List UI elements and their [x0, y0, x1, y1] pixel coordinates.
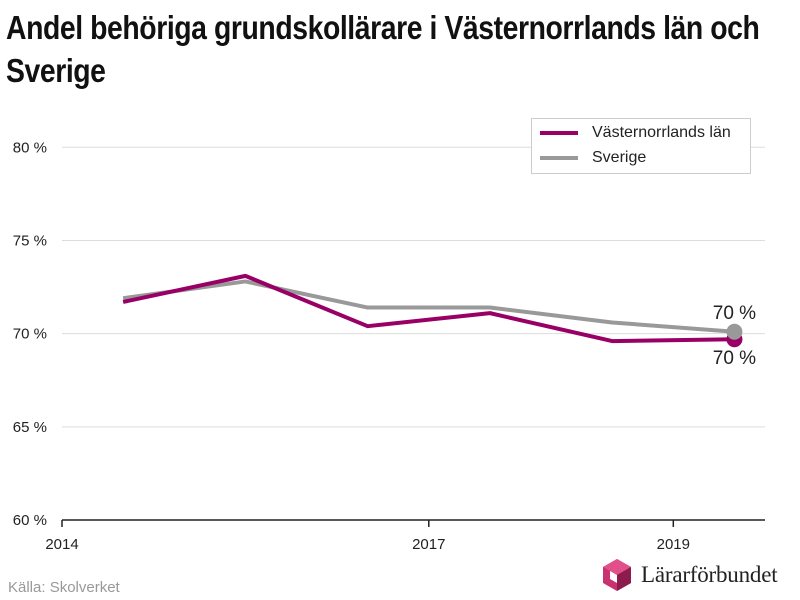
- y-tick-label: 80 %: [13, 139, 47, 156]
- chart-title: Andel behöriga grundskollärare i Västern…: [6, 9, 760, 89]
- legend-swatch: [540, 131, 578, 135]
- end-point-marker: [726, 323, 743, 340]
- source-note: Källa: Skolverket: [8, 579, 120, 596]
- end-label: 70 %: [713, 348, 756, 369]
- logo-text: Lärarförbundet: [641, 562, 778, 587]
- legend-label: Västernorrlands län: [592, 124, 731, 141]
- end-label: 70 %: [713, 303, 756, 324]
- series-line: [122, 273, 735, 344]
- series-line: [122, 279, 735, 334]
- y-tick-label: 70 %: [13, 326, 47, 343]
- end-labels: 70 % 70 %: [713, 303, 756, 369]
- hexagon-logo-icon: [603, 559, 631, 591]
- legend-swatch: [540, 156, 578, 160]
- lararforbundet-logo: Lärarförbundet: [601, 556, 778, 594]
- x-tick-label: 2019: [657, 536, 690, 553]
- y-tick-label: 65 %: [13, 419, 47, 436]
- y-tick-label: 60 %: [13, 512, 47, 529]
- x-tick-label: 2017: [412, 536, 445, 553]
- x-tick-label: 2014: [45, 536, 78, 553]
- y-axis: 60 % 65 % 70 % 75 % 80 %: [13, 139, 47, 529]
- legend-item-vasternorrland: Västernorrlands län: [540, 124, 731, 142]
- gridlines: [62, 146, 765, 428]
- x-axis: 2014 2017 2019: [45, 519, 765, 553]
- y-tick-label: 75 %: [13, 232, 47, 249]
- chart-legend: Västernorrlands län Sverige: [531, 118, 751, 174]
- series-lines: [122, 273, 743, 348]
- legend-item-sverige: Sverige: [540, 149, 646, 167]
- legend-label: Sverige: [592, 149, 647, 166]
